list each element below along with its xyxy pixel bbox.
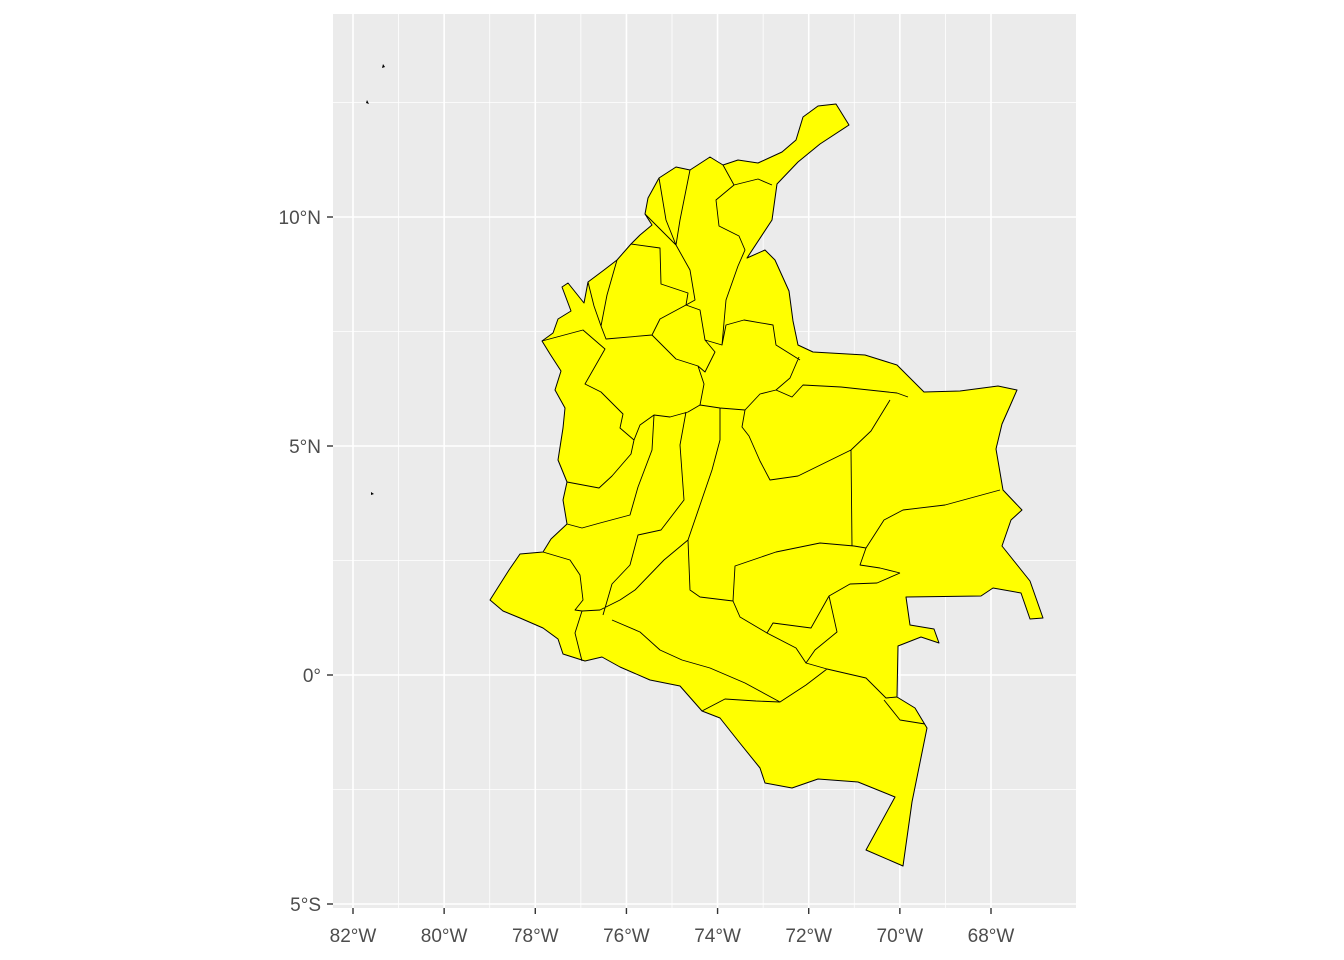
department-borders (541, 164, 1001, 725)
x-tick-label: 70°W (877, 926, 924, 947)
y-tick-label: 0° (303, 666, 321, 687)
x-tick-label: 78°W (512, 926, 559, 947)
colombia-outline (489, 103, 1044, 867)
x-axis: 82°W 80°W 78°W 76°W 74°W 72°W 70°W 68°W (330, 908, 1015, 947)
x-tick-label: 82°W (330, 926, 377, 947)
y-tick-label: 5°S (290, 895, 321, 916)
providencia-island (366, 100, 369, 104)
colombia-departments (366, 64, 1044, 867)
y-tick-label: 5°N (289, 437, 321, 458)
san-andres-island (382, 64, 385, 68)
x-tick-label: 72°W (785, 926, 832, 947)
x-tick-label: 74°W (694, 926, 741, 947)
x-tick-label: 68°W (968, 926, 1015, 947)
y-axis: 5°S 0° 5°N 10°N (279, 208, 333, 916)
x-tick-label: 80°W (421, 926, 468, 947)
y-tick-label: 10°N (279, 208, 321, 229)
malpelo-island (371, 492, 374, 495)
x-tick-label: 76°W (603, 926, 650, 947)
